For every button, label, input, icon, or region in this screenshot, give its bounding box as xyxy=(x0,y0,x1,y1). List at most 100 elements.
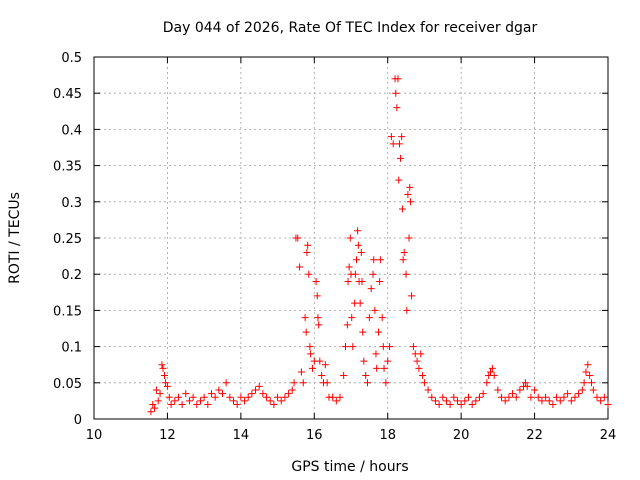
data-point xyxy=(263,393,271,401)
data-point xyxy=(367,285,375,293)
data-point xyxy=(162,379,170,387)
data-point xyxy=(306,343,314,351)
data-point xyxy=(365,314,373,322)
data-point xyxy=(453,397,461,405)
data-point xyxy=(312,277,320,285)
data-point xyxy=(578,386,586,394)
data-point xyxy=(316,357,324,365)
data-point xyxy=(215,386,223,394)
data-point xyxy=(230,397,238,405)
data-point xyxy=(159,364,167,372)
data-point xyxy=(241,397,249,405)
data-point xyxy=(362,372,370,380)
data-point xyxy=(378,314,386,322)
data-point xyxy=(193,401,201,409)
data-point xyxy=(266,397,274,405)
data-point xyxy=(204,401,212,409)
data-point xyxy=(538,397,546,405)
data-point xyxy=(531,386,539,394)
y-tick-label: 0.2 xyxy=(61,268,82,283)
data-point xyxy=(560,393,568,401)
data-point xyxy=(457,401,465,409)
data-point xyxy=(395,176,403,184)
data-point xyxy=(356,299,364,307)
data-point xyxy=(498,393,506,401)
data-point xyxy=(375,328,383,336)
data-point xyxy=(604,401,612,409)
data-point xyxy=(297,368,305,376)
data-point xyxy=(281,393,289,401)
data-point xyxy=(406,183,414,191)
data-point xyxy=(244,393,252,401)
x-tick-label: 20 xyxy=(453,428,470,443)
data-point xyxy=(487,368,495,376)
data-point xyxy=(505,393,513,401)
data-point xyxy=(178,401,186,409)
data-point xyxy=(302,328,310,336)
data-point xyxy=(344,277,352,285)
data-point xyxy=(382,379,390,387)
data-point xyxy=(402,270,410,278)
data-point xyxy=(372,350,380,358)
data-point xyxy=(351,270,359,278)
data-point xyxy=(274,393,282,401)
data-point xyxy=(314,314,322,322)
axis-ticks: 10 12 14 16 18 20 22 24 0 0.05 0.1 0.15 0.2 0.25 0.3 0.… xyxy=(53,51,616,443)
y-tick-label: 0.15 xyxy=(53,304,82,319)
data-point xyxy=(369,270,377,278)
data-point xyxy=(357,248,365,256)
data-point xyxy=(294,234,302,242)
data-point xyxy=(408,292,416,300)
data-point xyxy=(587,379,595,387)
data-point xyxy=(428,393,436,401)
x-tick-label: 16 xyxy=(306,428,323,443)
data-point xyxy=(488,364,496,372)
data-point xyxy=(307,350,315,358)
data-point xyxy=(439,393,447,401)
x-tick-label: 22 xyxy=(526,428,543,443)
data-point xyxy=(584,361,592,369)
y-tick-label: 0.05 xyxy=(53,377,82,392)
x-tick-label: 14 xyxy=(233,428,250,443)
data-point xyxy=(211,393,219,401)
data-point xyxy=(523,382,531,390)
data-point xyxy=(431,397,439,405)
data-point xyxy=(301,314,309,322)
x-tick-label: 12 xyxy=(159,428,176,443)
data-point xyxy=(151,404,159,412)
data-point xyxy=(152,386,160,394)
data-point xyxy=(277,397,285,405)
x-tick-label: 24 xyxy=(600,428,617,443)
data-point xyxy=(380,364,388,372)
data-point xyxy=(512,393,520,401)
data-point xyxy=(305,270,313,278)
data-point xyxy=(345,263,353,271)
data-point xyxy=(399,256,407,264)
y-tick-label: 0.1 xyxy=(61,341,82,356)
x-tick-label: 10 xyxy=(86,428,103,443)
data-point xyxy=(571,393,579,401)
data-point xyxy=(185,397,193,405)
data-point xyxy=(545,397,553,405)
data-point xyxy=(450,393,458,401)
data-point xyxy=(446,401,454,409)
data-point xyxy=(196,397,204,405)
data-point xyxy=(171,397,179,405)
data-point xyxy=(389,140,397,148)
data-point xyxy=(359,328,367,336)
data-point xyxy=(167,401,175,409)
data-point xyxy=(406,198,414,206)
data-point xyxy=(468,401,476,409)
data-point xyxy=(233,401,241,409)
data-point xyxy=(288,386,296,394)
data-point xyxy=(318,372,326,380)
data-point xyxy=(442,397,450,405)
data-point xyxy=(483,379,491,387)
data-point xyxy=(189,393,197,401)
y-axis-title: ROTI / TECUs xyxy=(7,192,23,284)
data-point xyxy=(501,397,509,405)
data-point xyxy=(582,368,590,376)
data-point xyxy=(405,234,413,242)
data-point xyxy=(476,393,483,401)
